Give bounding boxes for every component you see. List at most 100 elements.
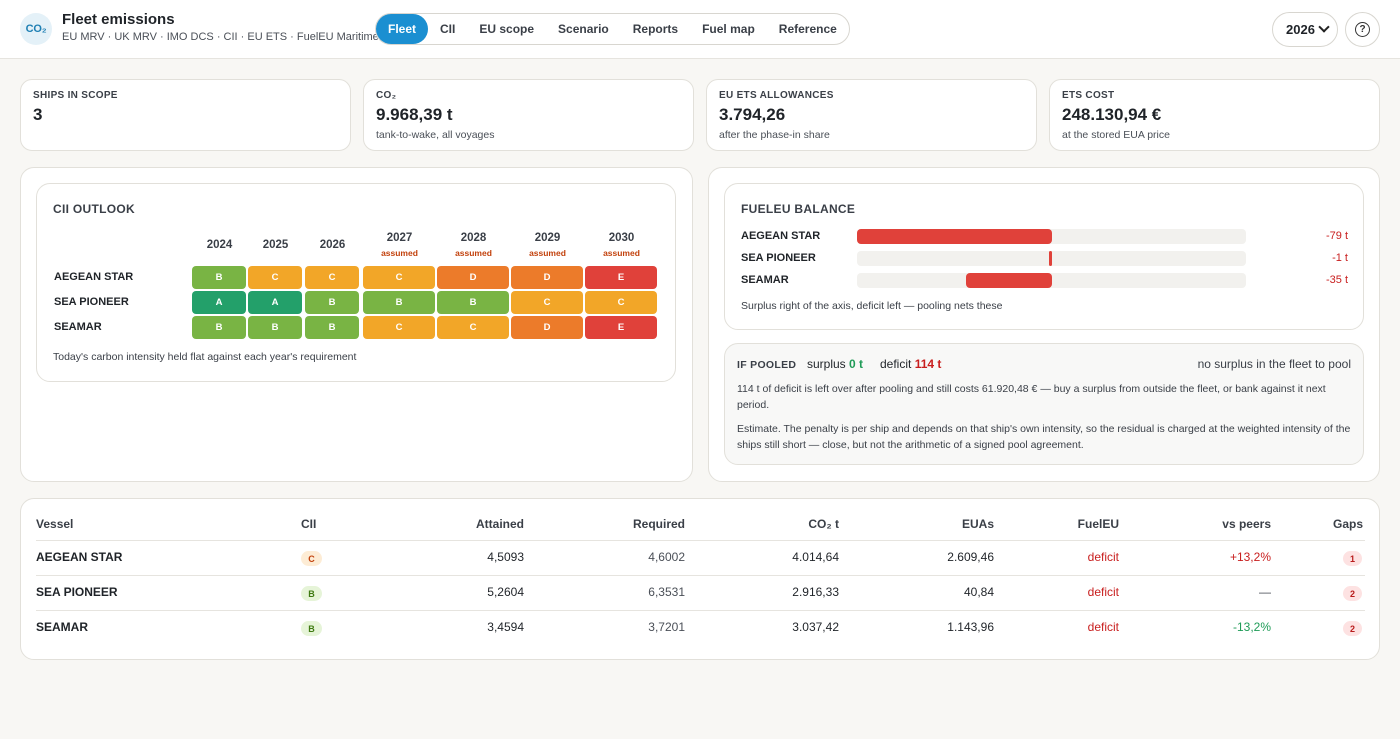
cii-grade-cell: D <box>437 266 509 289</box>
tab-eu-scope[interactable]: EU scope <box>479 22 535 36</box>
kpi-value: 248.130,94 € <box>1062 105 1162 124</box>
cii-row-name: SEA PIONEER <box>54 296 129 308</box>
table-cell-vs-peers: -13,2% <box>1232 620 1271 634</box>
fueleu-note: Surplus right of the axis, deficit left … <box>741 300 1003 312</box>
tab-cii[interactable]: CII <box>440 22 456 36</box>
gaps-badge[interactable]: 1 <box>1343 551 1362 566</box>
kpi-note: after the phase-in share <box>719 129 830 141</box>
cii-grade-cell: B <box>248 316 302 339</box>
table-cell-attained: 4,5093 <box>487 550 524 564</box>
year-label: 2029 <box>534 232 561 244</box>
app-header: CO₂ Fleet emissions EU MRV · UK MRV · IM… <box>0 0 1400 59</box>
pooled-deficit-label: deficit <box>880 357 912 371</box>
cii-badge: B <box>301 621 322 636</box>
cii-grade-cell: A <box>192 291 246 314</box>
pooled-paragraph-1: 114 t of deficit is left over after pool… <box>737 383 1326 411</box>
tab-fuel-map[interactable]: Fuel map <box>702 22 755 36</box>
table-cell-fueleu: deficit <box>1087 620 1119 634</box>
cii-badge: B <box>301 586 322 601</box>
cii-grade-cell: E <box>585 266 657 289</box>
table-cell-euas: 1.143,96 <box>947 620 994 634</box>
kpi-label: ETS cost <box>1062 90 1115 101</box>
kpi-value: 3.794,26 <box>719 105 786 124</box>
app-title: Fleet emissions <box>62 11 175 28</box>
table-cell-vs-peers: — <box>1259 585 1271 599</box>
table-cell-vessel[interactable]: SEAMAR <box>36 620 89 634</box>
cii-grade-cell: B <box>363 291 435 314</box>
co2-logo-icon: CO₂ <box>20 13 52 45</box>
cii-grade-cell: C <box>511 291 583 314</box>
fueleu-ship-name: SEAMAR <box>741 274 789 286</box>
table-cell-required: 6,3531 <box>648 585 685 599</box>
kpi-card-co2: CO₂ 9.968,39 t tank-to-wake, all voyages <box>363 79 694 151</box>
tab-fleet[interactable]: Fleet <box>376 14 429 44</box>
kpi-card-ships: Ships in scope 3 <box>20 79 351 151</box>
year-label: 2025 <box>262 239 289 251</box>
kpi-label: CO₂ <box>376 90 397 101</box>
col-header-vessel[interactable]: Vessel <box>36 517 74 531</box>
cii-row-name: SEAMAR <box>54 321 102 333</box>
app-subtitle: EU MRV · UK MRV · IMO DCS · CII · EU ETS… <box>62 31 379 43</box>
col-header-gaps[interactable]: Gaps <box>1332 517 1363 531</box>
main-tabs: Fleet CII EU scope Scenario Reports Fuel… <box>375 13 850 45</box>
year-label: 2024 <box>206 239 233 251</box>
assumed-label: assumed <box>381 248 418 258</box>
help-button[interactable]: ? <box>1345 12 1380 47</box>
assumed-label: assumed <box>529 248 566 258</box>
tab-reference[interactable]: Reference <box>778 22 837 36</box>
kpi-note: tank-to-wake, all voyages <box>376 129 495 141</box>
table-cell-fueleu: deficit <box>1087 585 1119 599</box>
pooled-surplus-label: surplus <box>807 357 846 371</box>
year-select[interactable]: 2026 <box>1272 12 1338 47</box>
year-label: 2030 <box>608 232 635 244</box>
fueleu-bar <box>965 273 1052 288</box>
tab-scenario[interactable]: Scenario <box>558 22 609 36</box>
kpi-label: EU ETS allowances <box>719 90 834 101</box>
help-icon: ? <box>1355 22 1370 37</box>
fueleu-bar <box>1049 251 1052 266</box>
table-cell-required: 3,7201 <box>648 620 685 634</box>
col-header-cii[interactable]: CII <box>301 517 317 531</box>
year-label: 2028 <box>460 232 487 244</box>
table-cell-required: 4,6002 <box>648 550 685 564</box>
fueleu-balance-title: FuelEU balance <box>741 202 856 216</box>
cii-grade-cell: B <box>305 316 359 339</box>
kpi-note: at the stored EUA price <box>1062 129 1170 141</box>
col-header-required[interactable]: Required <box>632 517 685 531</box>
pooled-paragraph-2: Estimate. The penalty is per ship and de… <box>737 423 1351 451</box>
year-header: 2030 assumed <box>585 232 658 258</box>
cii-grade-cell: C <box>363 266 435 289</box>
kpi-value: 9.968,39 t <box>376 105 453 124</box>
cii-grade-cell: E <box>585 316 657 339</box>
pooled-deficit: deficit 114 t <box>880 357 941 371</box>
pooled-deficit-value: 114 t <box>914 357 942 371</box>
col-header-co2[interactable]: CO₂ t <box>808 517 839 531</box>
gaps-badge[interactable]: 2 <box>1343 621 1362 636</box>
table-cell-euas: 2.609,46 <box>947 550 994 564</box>
assumed-label: assumed <box>455 248 492 258</box>
cii-grade-cell: D <box>511 316 583 339</box>
table-cell-attained: 5,2604 <box>487 585 524 599</box>
table-cell-co2: 4.014,64 <box>792 550 839 564</box>
pooled-surplus-value: 0 t <box>849 357 864 371</box>
col-header-attained[interactable]: Attained <box>476 517 524 531</box>
table-cell-euas: 40,84 <box>963 585 994 599</box>
col-header-euas[interactable]: EUAs <box>961 517 994 531</box>
table-divider <box>36 540 1365 541</box>
year-header: 2025 <box>239 239 312 251</box>
if-pooled-card: IF POOLED surplus 0 t deficit 114 t no s… <box>724 343 1364 465</box>
kpi-card-allowances: EU ETS allowances 3.794,26 after the pha… <box>706 79 1037 151</box>
tab-reports[interactable]: Reports <box>632 22 679 36</box>
table-cell-vessel[interactable]: SEA PIONEER <box>36 585 118 599</box>
col-header-fueleu[interactable]: FuelEU <box>1077 517 1119 531</box>
col-header-vs-peers[interactable]: vs peers <box>1222 517 1271 531</box>
cii-grade-cell: C <box>437 316 509 339</box>
cii-grade-cell: C <box>585 291 657 314</box>
kpi-value: 3 <box>33 105 43 124</box>
table-cell-co2: 3.037,42 <box>792 620 839 634</box>
cii-outlook-title: CII outlook <box>53 202 135 216</box>
table-cell-vessel[interactable]: AEGEAN STAR <box>36 550 123 564</box>
table-cell-co2: 2.916,33 <box>792 585 839 599</box>
gaps-badge[interactable]: 2 <box>1343 586 1362 601</box>
fueleu-value: -1 t <box>1332 252 1348 264</box>
